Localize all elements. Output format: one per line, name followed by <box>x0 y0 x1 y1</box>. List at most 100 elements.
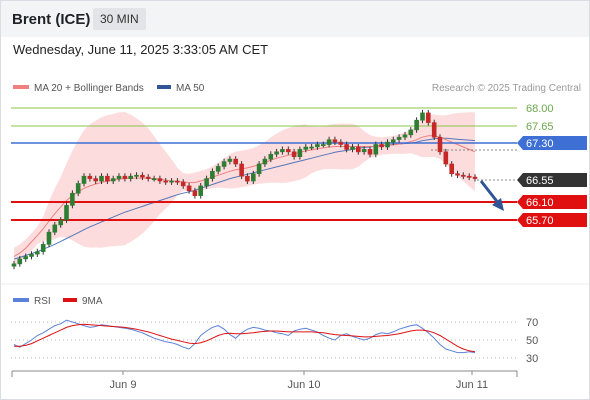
price-tag-66-55 <box>517 173 587 187</box>
candle <box>128 173 133 182</box>
candle <box>221 158 227 170</box>
candle <box>361 146 367 155</box>
candle <box>326 136 332 148</box>
candle <box>455 170 460 179</box>
candle <box>332 136 338 145</box>
candle <box>367 146 373 158</box>
candle <box>425 109 431 126</box>
candle <box>379 141 384 150</box>
x-label-jun9: Jun 9 <box>110 379 137 391</box>
candle <box>431 119 437 141</box>
candle <box>245 173 250 184</box>
credit-label: Research © 2025 Trading Central <box>432 83 581 94</box>
price-label-66-55: 66.55 <box>526 175 554 187</box>
candle <box>385 139 390 150</box>
rsi-tick-50: 50 <box>526 335 538 347</box>
rsi-line <box>13 319 476 354</box>
rsi-tick-30: 30 <box>526 353 538 365</box>
candle <box>449 161 455 177</box>
instrument-title: Brent (ICE) <box>12 11 91 28</box>
candle <box>466 173 472 181</box>
candle <box>285 146 291 155</box>
candle <box>402 131 408 141</box>
candle <box>99 173 104 184</box>
candle <box>163 178 168 185</box>
ma20-legend-label: MA 20 + Bollinger Bands <box>34 83 144 94</box>
candle <box>110 175 116 184</box>
rsi-ma-line <box>14 323 476 353</box>
candle <box>58 217 64 228</box>
candle <box>350 144 355 153</box>
candle <box>420 109 425 124</box>
candle <box>414 117 419 133</box>
candle <box>256 161 262 177</box>
candle <box>390 136 396 145</box>
candle <box>116 173 122 182</box>
candle <box>344 141 349 153</box>
candle <box>315 141 320 150</box>
candle <box>192 187 198 199</box>
candle <box>64 202 69 223</box>
candle <box>145 174 151 182</box>
candle <box>23 253 29 262</box>
candle <box>122 173 128 182</box>
candle <box>198 183 203 199</box>
rsi-tick-70: 70 <box>526 317 538 329</box>
price-tag-66-10 <box>517 195 587 209</box>
candle <box>151 175 157 182</box>
candle <box>472 174 478 182</box>
candle <box>320 141 326 148</box>
x-label-jun10: Jun 10 <box>287 379 320 391</box>
candlestick-series <box>11 109 478 270</box>
candle <box>274 148 279 158</box>
price-tag-65-70 <box>517 213 587 227</box>
chart-header: Brent (ICE) 30 MIN <box>1 1 589 37</box>
price-tag-67-30 <box>517 136 587 150</box>
candle <box>396 134 402 143</box>
candle <box>180 179 186 189</box>
candle <box>134 172 139 180</box>
candle <box>251 170 256 184</box>
candle <box>408 127 414 138</box>
candle <box>215 163 221 175</box>
candle <box>204 175 209 189</box>
candle <box>233 156 238 167</box>
candle <box>227 156 233 165</box>
candle <box>186 183 192 194</box>
candle <box>437 134 443 155</box>
candle <box>93 175 98 184</box>
candle <box>34 248 40 257</box>
candle <box>297 146 303 160</box>
candle <box>239 161 244 180</box>
candle <box>355 144 361 155</box>
candle <box>460 172 466 180</box>
rsi-ma-legend-label: 9MA <box>82 296 103 307</box>
price-label-65-70: 65.70 <box>526 215 554 227</box>
candle <box>175 178 180 185</box>
timeframe-button[interactable]: 30 MIN <box>93 8 146 30</box>
candle <box>46 229 52 248</box>
candle <box>262 156 268 167</box>
candle <box>291 148 297 160</box>
candle <box>75 180 81 197</box>
x-label-jun11: Jun 11 <box>456 379 488 391</box>
candle <box>11 260 17 270</box>
candle <box>87 173 93 182</box>
candle <box>303 144 309 153</box>
ma20-legend-swatch <box>13 85 29 89</box>
rsi-ma-legend-swatch <box>63 298 77 302</box>
candle <box>443 148 449 167</box>
price-label-67-30: 67.30 <box>526 138 554 150</box>
price-label-68-00: 68.00 <box>526 103 554 115</box>
rsi-legend-swatch <box>13 298 29 302</box>
candle <box>338 139 344 148</box>
forecast-arrow <box>479 180 504 211</box>
ma50-legend-swatch <box>157 85 171 89</box>
candle <box>40 241 46 255</box>
candle <box>169 178 174 185</box>
candle <box>70 190 75 209</box>
candle <box>52 221 58 236</box>
price-label-67-65: 67.65 <box>526 121 554 133</box>
